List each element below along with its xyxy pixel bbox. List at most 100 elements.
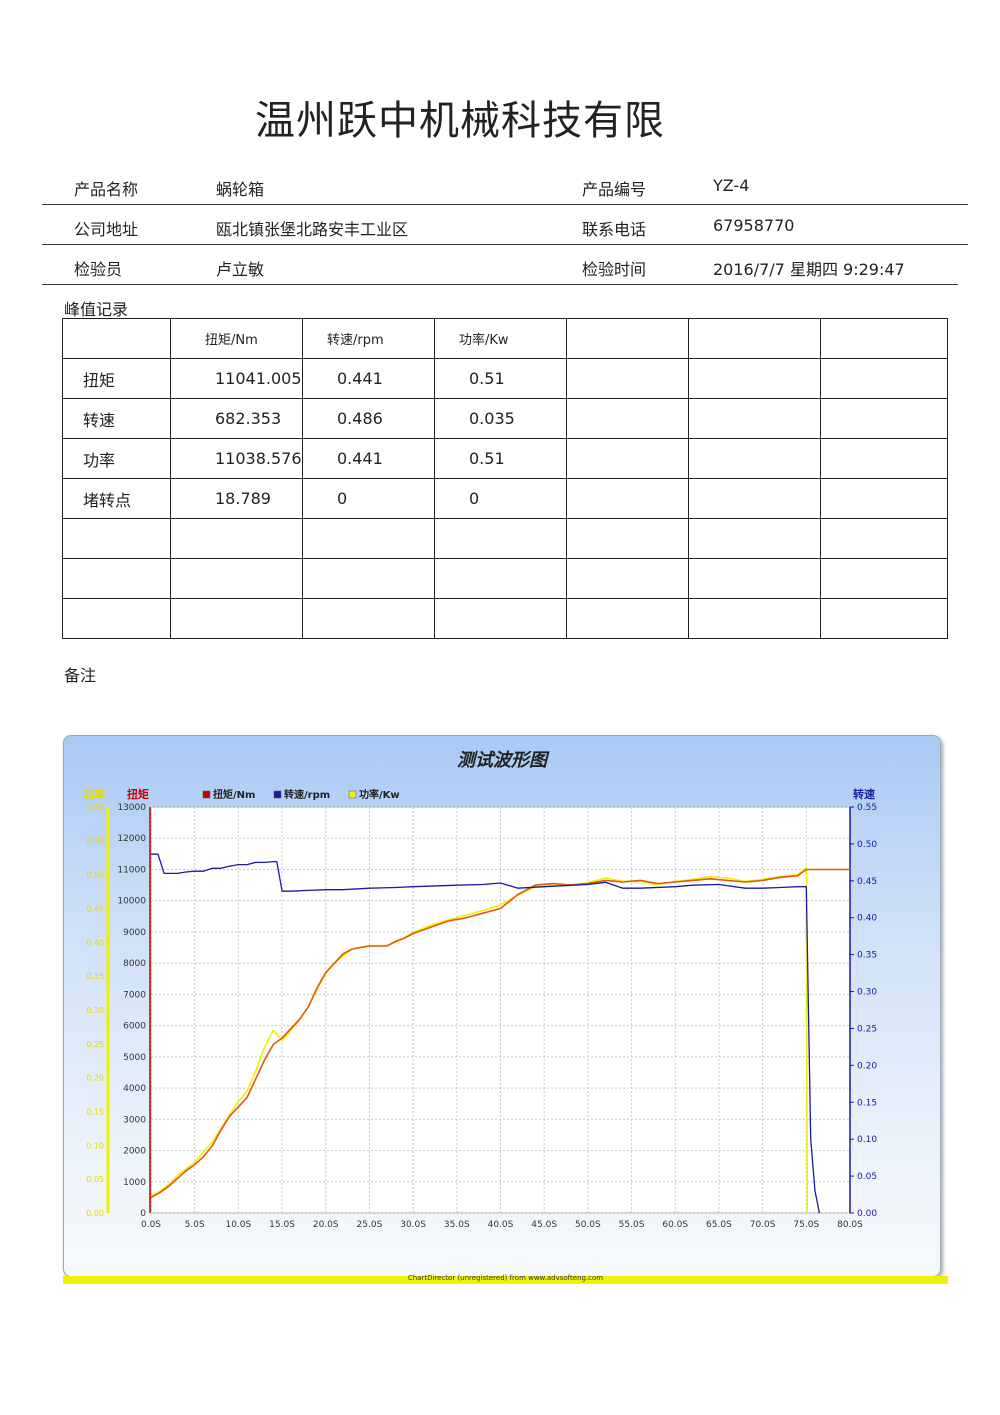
info-row-company: 公司地址 瓯北镇张堡北路安丰工业区 联系电话 67958770: [42, 204, 968, 245]
series-line-torque: [150, 868, 850, 1199]
table-cell: [820, 598, 948, 639]
table-cell: [820, 398, 948, 439]
power-tick-label: 0.40: [86, 938, 104, 947]
table-cell: [302, 598, 435, 639]
table-cell: [170, 518, 303, 559]
legend-swatch: [273, 790, 282, 799]
plot-area: [150, 806, 851, 1214]
speed-tick-label: 0.05: [857, 1172, 877, 1182]
waveform-chart: 测试波形图 0.0S 5.0S 10.0S 15.0S 20.0S 25.0S 30.0S 35…: [83, 750, 877, 1230]
table-cell: 扭矩: [62, 358, 171, 399]
table-cell: 11041.005: [170, 358, 303, 399]
table-cell: [170, 598, 303, 639]
torque-tick-label: 9000: [123, 928, 146, 938]
torque-tick-label: 0: [140, 1209, 146, 1219]
table-cell: [820, 518, 948, 559]
power-tick-label: 0.25: [86, 1040, 104, 1049]
torque-axis-label: 扭矩: [127, 787, 149, 801]
table-row: [62, 598, 948, 639]
table-cell: 转速: [62, 398, 171, 439]
torque-tick-label: 8000: [123, 959, 146, 969]
x-tick-label: 0.0S: [141, 1220, 161, 1230]
speed-tick-label: 0.30: [857, 988, 877, 998]
waveform-chart-panel: 测试波形图 0.0S 5.0S 10.0S 15.0S 20.0S 25.0S 30.0S 35…: [63, 735, 941, 1277]
x-tick-label: 55.0S: [619, 1220, 645, 1230]
speed-tick-label: 0.55: [857, 803, 877, 813]
table-cell: [62, 518, 171, 559]
x-tick-label: 20.0S: [313, 1220, 339, 1230]
inspector-label: 检验员: [74, 260, 123, 279]
table-cell: [62, 598, 171, 639]
footer-credit: ChartDirector (unregistered) from www.ad…: [407, 1274, 604, 1282]
torque-tick-label: 12000: [117, 834, 146, 844]
table-cell: [688, 518, 821, 559]
remark-label: 备注: [64, 666, 97, 685]
x-tick-label: 45.0S: [531, 1220, 557, 1230]
table-cell: 0.51: [434, 438, 567, 479]
torque-tick-label: 5000: [123, 1053, 146, 1063]
table-cell: 功率: [62, 438, 171, 479]
peak-table: 扭矩/Nm 转速/rpm 功率/Kw 扭矩 11041.005 0.441 0.…: [62, 318, 948, 639]
speed-tick-label: 0.40: [857, 914, 877, 924]
torque-tick-label: 7000: [123, 990, 146, 1000]
table-cell: [688, 558, 821, 599]
table-cell: 18.789: [170, 478, 303, 519]
peak-table-header: 扭矩/Nm 转速/rpm 功率/Kw: [62, 318, 948, 359]
table-cell: [688, 358, 821, 399]
table-row: [62, 518, 948, 559]
legend-label: 扭矩/Nm: [213, 788, 255, 801]
document-title: 温州跃中机械科技有限: [255, 98, 665, 144]
table-cell: [566, 478, 689, 519]
header-cell: [820, 318, 948, 359]
table-cell: [688, 478, 821, 519]
table-cell: [566, 398, 689, 439]
power-tick-label: 0.35: [86, 972, 104, 981]
torque-tick-label: 1000: [123, 1178, 146, 1188]
power-tick-label: 0.20: [86, 1074, 104, 1083]
x-tick-label: 10.0S: [225, 1220, 251, 1230]
table-cell: [566, 438, 689, 479]
phone-value: 67958770: [713, 216, 795, 235]
speed-tick-label: 0.50: [857, 840, 877, 850]
speed-axis-label: 转速: [853, 787, 875, 801]
x-tick-label: 35.0S: [444, 1220, 470, 1230]
power-tick-label: 0.15: [86, 1108, 104, 1117]
table-cell: [820, 438, 948, 479]
inspector-value: 卢立敏: [216, 260, 265, 279]
product-name-value: 蜗轮箱: [216, 180, 265, 199]
table-cell: [434, 598, 567, 639]
legend-swatch: [202, 790, 211, 799]
table-cell: 0.51: [434, 358, 567, 399]
chart-title: 测试波形图: [457, 750, 550, 771]
table-row: 扭矩 11041.005 0.441 0.51: [62, 358, 948, 399]
company-address-value: 瓯北镇张堡北路安丰工业区: [216, 220, 409, 239]
table-cell: [688, 438, 821, 479]
torque-tick-label: 6000: [123, 1022, 146, 1032]
table-row: [62, 558, 948, 599]
header-cell: 功率/Kw: [434, 318, 567, 359]
table-cell: 0.486: [302, 398, 435, 439]
inspection-time-value: 2016/7/7 星期四 9:29:47: [713, 260, 905, 279]
speed-tick-label: 0.25: [857, 1024, 877, 1034]
speed-tick-label: 0.20: [857, 1061, 877, 1071]
x-tick-label: 75.0S: [793, 1220, 819, 1230]
phone-label: 联系电话: [582, 220, 647, 239]
product-name-label: 产品名称: [74, 180, 139, 199]
table-row: 转速 682.353 0.486 0.035: [62, 398, 948, 439]
peak-record-label: 峰值记录: [64, 300, 129, 319]
inspection-time-label: 检验时间: [582, 260, 647, 279]
torque-tick-label: 13000: [117, 803, 146, 813]
table-cell: [62, 558, 171, 599]
header-cell: [62, 318, 171, 359]
table-cell: 0.441: [302, 438, 435, 479]
info-row-inspector: 检验员 卢立敏 检验时间 2016/7/7 星期四 9:29:47: [42, 244, 958, 285]
power-tick-label: 0.50: [86, 871, 104, 880]
x-tick-label: 70.0S: [750, 1220, 776, 1230]
torque-tick-label: 11000: [117, 865, 146, 875]
x-tick-label: 5.0S: [185, 1220, 205, 1230]
power-tick-label: 0.05: [86, 1175, 104, 1184]
legend-swatch: [348, 790, 357, 799]
table-row: 功率 11038.576 0.441 0.51: [62, 438, 948, 479]
table-cell: [302, 518, 435, 559]
table-cell: [302, 558, 435, 599]
